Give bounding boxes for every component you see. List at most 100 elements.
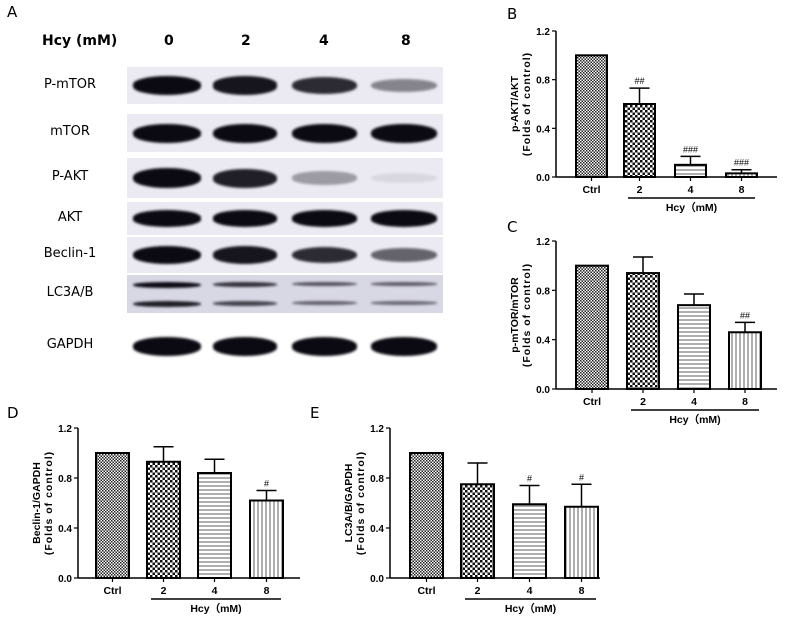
bar-4: [674, 163, 707, 178]
y-tick-label: 1.2: [536, 237, 550, 248]
lane-label: 8: [401, 33, 411, 49]
blot-band: [133, 210, 201, 227]
significance-marker: ##: [634, 76, 644, 86]
blot-band: [371, 123, 437, 143]
blot-band: [292, 171, 357, 185]
y-axis-label-units: (Folds of control): [521, 263, 533, 367]
bar-4: [197, 472, 232, 579]
blot-band: [133, 282, 201, 288]
x-tick-label: 8: [579, 585, 585, 597]
blot-band: [133, 301, 201, 307]
y-tick-label: 0.0: [370, 574, 384, 585]
y-axis-label-units: (Folds of control): [521, 52, 533, 156]
blot-row-label: GAPDH: [46, 337, 94, 352]
chart-lc3ab-gapdh: 0.0 0.4 0.8 1.2 LC3A/B/GAPDH (Folds of contro…: [343, 424, 600, 615]
x-tick-label: 2: [475, 585, 481, 597]
bar-4: [512, 503, 547, 579]
blot-row-label: AKT: [57, 209, 83, 225]
y-tick-label: 0.4: [536, 124, 550, 135]
y-tick-label: 1.2: [536, 27, 550, 38]
bar-8: [728, 331, 762, 391]
panel-letter-e: E: [310, 404, 320, 422]
blot-band: [133, 246, 201, 264]
bar-ctrl: [575, 264, 609, 391]
blot-band: [133, 123, 201, 143]
bar-2: [623, 103, 656, 178]
x-tick-label: Ctrl: [103, 585, 121, 597]
blot-band: [213, 76, 277, 95]
blot-row-label: mTOR: [50, 124, 90, 139]
blot-row-label: Beclin-1: [43, 246, 97, 261]
blot-band: [213, 246, 277, 264]
blot-band: [371, 172, 437, 184]
x-tick-label: 4: [688, 184, 694, 196]
y-tick-label: 0.8: [58, 474, 72, 485]
bar-8: [725, 172, 758, 179]
y-tick-label: 0.4: [370, 524, 384, 535]
bar-8: [249, 499, 284, 579]
blot-row-label: P-mTOR: [43, 76, 97, 92]
x-tick-label: 2: [637, 184, 643, 196]
blot-band: [292, 76, 357, 95]
bar-ctrl: [95, 452, 130, 579]
y-axis-label-units: (Folds of control): [355, 451, 367, 555]
x-axis-label: Hcy（mM): [505, 602, 556, 615]
significance-marker: #: [579, 472, 584, 482]
blot-band: [371, 336, 437, 356]
chart-p-mtor-mtor: 0.0 0.4 0.8 1.2 p-mTOR/mTOR (Folds of control…: [509, 237, 777, 425]
y-axis-label-units: (Folds of control): [43, 451, 55, 555]
bar-2: [146, 460, 181, 579]
chart-beclin1-gapdh: 0.0 0.4 0.8 1.2 Beclin-1/GAPDH (Folds of cont…: [31, 424, 300, 615]
panel-letter-d: D: [7, 404, 19, 422]
blot-row-label: P-AKT: [51, 169, 89, 184]
y-axis-label: LC3A/B/GAPDH: [343, 464, 355, 543]
significance-marker: ##: [740, 310, 750, 320]
y-tick-label: 0.0: [58, 574, 72, 585]
x-tick-label: Ctrl: [417, 585, 435, 597]
blot-strip: [127, 275, 443, 313]
x-tick-label: 2: [161, 585, 167, 597]
blot-band: [133, 336, 201, 356]
lane-label: 0: [164, 33, 174, 49]
significance-marker: #: [527, 474, 532, 484]
y-axis-label: p-AKT/AKT: [509, 75, 521, 132]
blot-band: [371, 282, 437, 286]
y-tick-label: 0.8: [536, 286, 550, 297]
blot-band: [292, 210, 357, 227]
blot-band: [371, 210, 437, 227]
x-tick-label: Ctrl: [583, 396, 601, 408]
x-tick-label: 2: [640, 396, 646, 408]
x-axis-label: Hcy（mM): [190, 602, 241, 615]
x-tick-label: 8: [264, 585, 270, 597]
blot-row-label: LC3A/B: [46, 285, 94, 300]
significance-marker: #: [264, 479, 269, 489]
blot-band: [213, 336, 277, 356]
y-tick-label: 0.0: [536, 173, 550, 184]
y-tick-label: 1.2: [370, 424, 384, 435]
hcy-header-label: Hcy (mM): [42, 33, 118, 49]
blot-band: [371, 78, 437, 93]
y-tick-label: 0.8: [370, 474, 384, 485]
y-axis-label: Beclin-1/GAPDH: [31, 462, 43, 544]
lane-label: 4: [319, 33, 329, 49]
x-tick-label: 8: [742, 396, 748, 408]
x-axis-label: Hcy（mM): [669, 413, 720, 425]
blot-band: [292, 301, 357, 305]
bar-ctrl: [575, 54, 608, 178]
blot-band: [133, 168, 201, 188]
significance-marker: ###: [683, 144, 698, 154]
significance-marker: ###: [734, 158, 749, 168]
chart-p-akt-akt: 0.0 0.4 0.8 1.2 p-AKT/AKT (Folds of control) C…: [509, 27, 777, 214]
panel-letter-b: B: [507, 5, 518, 23]
lane-label: 2: [241, 33, 251, 49]
y-tick-label: 1.2: [58, 424, 72, 435]
blot-band: [292, 282, 357, 286]
blot-band: [292, 123, 357, 143]
bar-8: [564, 505, 599, 579]
blot-band: [213, 282, 277, 287]
blot-band: [213, 210, 277, 227]
panel-letter-c: C: [507, 218, 518, 236]
bar-2: [626, 272, 660, 390]
x-tick-label: 4: [691, 396, 697, 408]
y-tick-label: 0.4: [58, 524, 72, 535]
